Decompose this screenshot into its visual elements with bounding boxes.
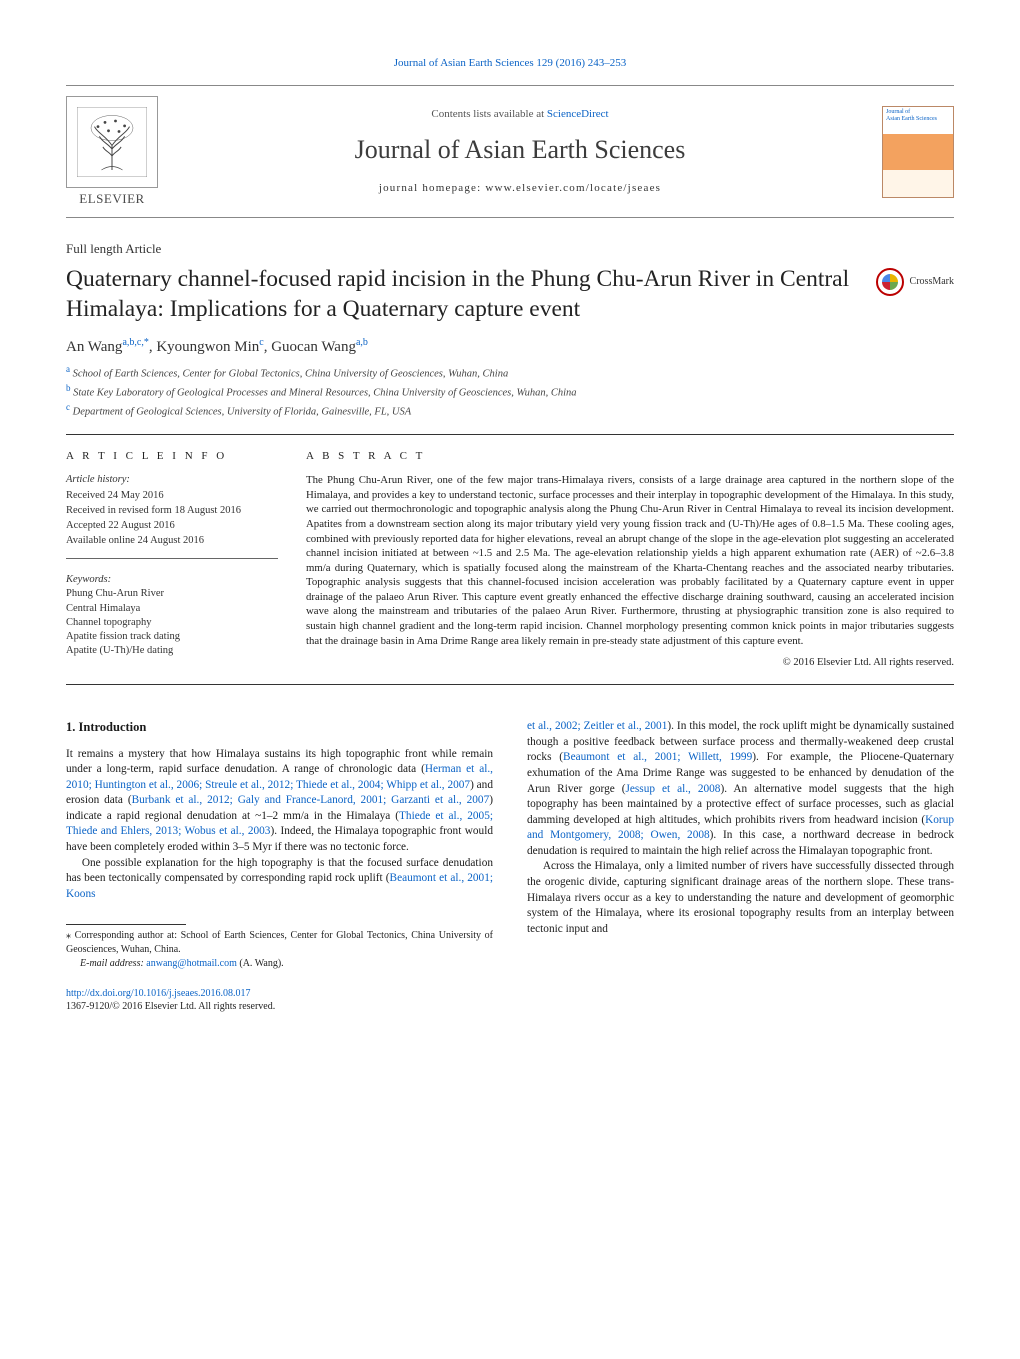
- rule: [66, 684, 954, 685]
- keyword: Apatite fission track dating: [66, 630, 278, 644]
- info-abstract-row: A R T I C L E I N F O Article history: R…: [66, 449, 954, 671]
- issn-copyright: 1367-9120/© 2016 Elsevier Ltd. All right…: [66, 1000, 493, 1014]
- rule: [66, 434, 954, 435]
- journal-homepage: journal homepage: www.elsevier.com/locat…: [176, 181, 864, 196]
- publisher-block: ELSEVIER: [66, 96, 158, 208]
- homepage-prefix: journal homepage:: [379, 182, 486, 194]
- corr-label: ⁎ Corresponding author at:: [66, 930, 181, 941]
- affiliation-a: a School of Earth Sciences, Center for G…: [66, 363, 954, 382]
- email-footnote: E-mail address: anwang@hotmail.com (A. W…: [66, 957, 493, 971]
- cover-caption-top: Journal of: [886, 109, 910, 115]
- elsevier-tree-logo: [66, 96, 158, 188]
- contents-prefix: Contents lists available at: [431, 108, 546, 120]
- history-label: Article history:: [66, 473, 278, 487]
- author-2: Kyoungwon Min: [156, 339, 259, 355]
- body-columns: 1. Introduction It remains a mystery tha…: [66, 719, 954, 1014]
- intro-p1: It remains a mystery that how Himalaya s…: [66, 747, 493, 856]
- abstract-copyright: © 2016 Elsevier Ltd. All rights reserved…: [306, 656, 954, 670]
- article-type: Full length Article: [66, 240, 954, 258]
- masthead-center: Contents lists available at ScienceDirec…: [176, 107, 864, 196]
- homepage-url[interactable]: www.elsevier.com/locate/jseaes: [485, 182, 661, 194]
- citation[interactable]: Burbank et al., 2012; Galy and France-La…: [132, 794, 490, 806]
- abstract-column: A B S T R A C T The Phung Chu-Arun River…: [306, 449, 954, 671]
- keyword: Apatite (U-Th)/He dating: [66, 644, 278, 658]
- email-suffix: (A. Wang).: [237, 958, 284, 969]
- citation[interactable]: Beaumont et al., 2001; Willett, 1999: [563, 751, 752, 763]
- intro-p3: et al., 2002; Zeitler et al., 2001). In …: [527, 719, 954, 859]
- tree-icon: [77, 107, 147, 177]
- email-label: E-mail address:: [80, 958, 146, 969]
- cover-caption: Asian Earth Sciences: [886, 116, 937, 122]
- author-3-aff: a,b: [356, 337, 368, 348]
- keyword: Channel topography: [66, 616, 278, 630]
- body-col-left: 1. Introduction It remains a mystery tha…: [66, 719, 493, 1014]
- author-3: Guocan Wang: [271, 339, 356, 355]
- revised-date: Received in revised form 18 August 2016: [66, 504, 278, 518]
- masthead: ELSEVIER Contents lists available at Sci…: [66, 85, 954, 219]
- abstract-head: A B S T R A C T: [306, 449, 954, 464]
- intro-p4: Across the Himalaya, only a limited numb…: [527, 859, 954, 937]
- journal-cover-thumb: Journal of Asian Earth Sciences: [882, 106, 954, 198]
- abstract-text: The Phung Chu-Arun River, one of the few…: [306, 473, 954, 648]
- received-date: Received 24 May 2016: [66, 489, 278, 503]
- keywords-list: Phung Chu-Arun River Central Himalaya Ch…: [66, 587, 278, 658]
- doi-block: http://dx.doi.org/10.1016/j.jseaes.2016.…: [66, 987, 493, 1015]
- article-title: Quaternary channel-focused rapid incisio…: [66, 264, 856, 324]
- citation[interactable]: et al., 2002; Zeitler et al., 2001: [527, 720, 667, 732]
- author-1-aff: a,b,c,*: [122, 337, 148, 348]
- section-head-intro: 1. Introduction: [66, 719, 493, 736]
- footnote-rule: [66, 924, 186, 925]
- body-col-right: et al., 2002; Zeitler et al., 2001). In …: [527, 719, 954, 1014]
- corresponding-footnote: ⁎ Corresponding author at: School of Ear…: [66, 929, 493, 957]
- authors-line: An Wanga,b,c,*, Kyoungwon Minc, Guocan W…: [66, 336, 954, 357]
- affiliation-c: c Department of Geological Sciences, Uni…: [66, 401, 954, 420]
- article-info-head: A R T I C L E I N F O: [66, 449, 278, 464]
- crossmark-badge[interactable]: CrossMark: [876, 268, 954, 296]
- accepted-date: Accepted 22 August 2016: [66, 519, 278, 533]
- doi-link[interactable]: http://dx.doi.org/10.1016/j.jseaes.2016.…: [66, 987, 493, 1001]
- publisher-name: ELSEVIER: [66, 188, 158, 208]
- journal-title: Journal of Asian Earth Sciences: [176, 132, 864, 167]
- citation[interactable]: Jessup et al., 2008: [626, 783, 721, 795]
- info-divider: [66, 558, 278, 559]
- contents-line: Contents lists available at ScienceDirec…: [176, 107, 864, 122]
- article-info-column: A R T I C L E I N F O Article history: R…: [66, 449, 278, 671]
- article-history: Article history: Received 24 May 2016 Re…: [66, 473, 278, 548]
- affiliations: a School of Earth Sciences, Center for G…: [66, 363, 954, 419]
- keywords-label: Keywords:: [66, 573, 278, 587]
- email-link[interactable]: anwang@hotmail.com: [146, 958, 237, 969]
- affiliation-b: b State Key Laboratory of Geological Pro…: [66, 382, 954, 401]
- intro-p2: One possible explanation for the high to…: [66, 856, 493, 903]
- author-1: An Wang: [66, 339, 122, 355]
- sciencedirect-link[interactable]: ScienceDirect: [547, 108, 609, 120]
- keyword: Phung Chu-Arun River: [66, 587, 278, 601]
- online-date: Available online 24 August 2016: [66, 534, 278, 548]
- keyword: Central Himalaya: [66, 602, 278, 616]
- crossmark-label: CrossMark: [910, 275, 954, 289]
- crossmark-icon: [876, 268, 904, 296]
- journal-ref-link[interactable]: Journal of Asian Earth Sciences 129 (201…: [66, 56, 954, 71]
